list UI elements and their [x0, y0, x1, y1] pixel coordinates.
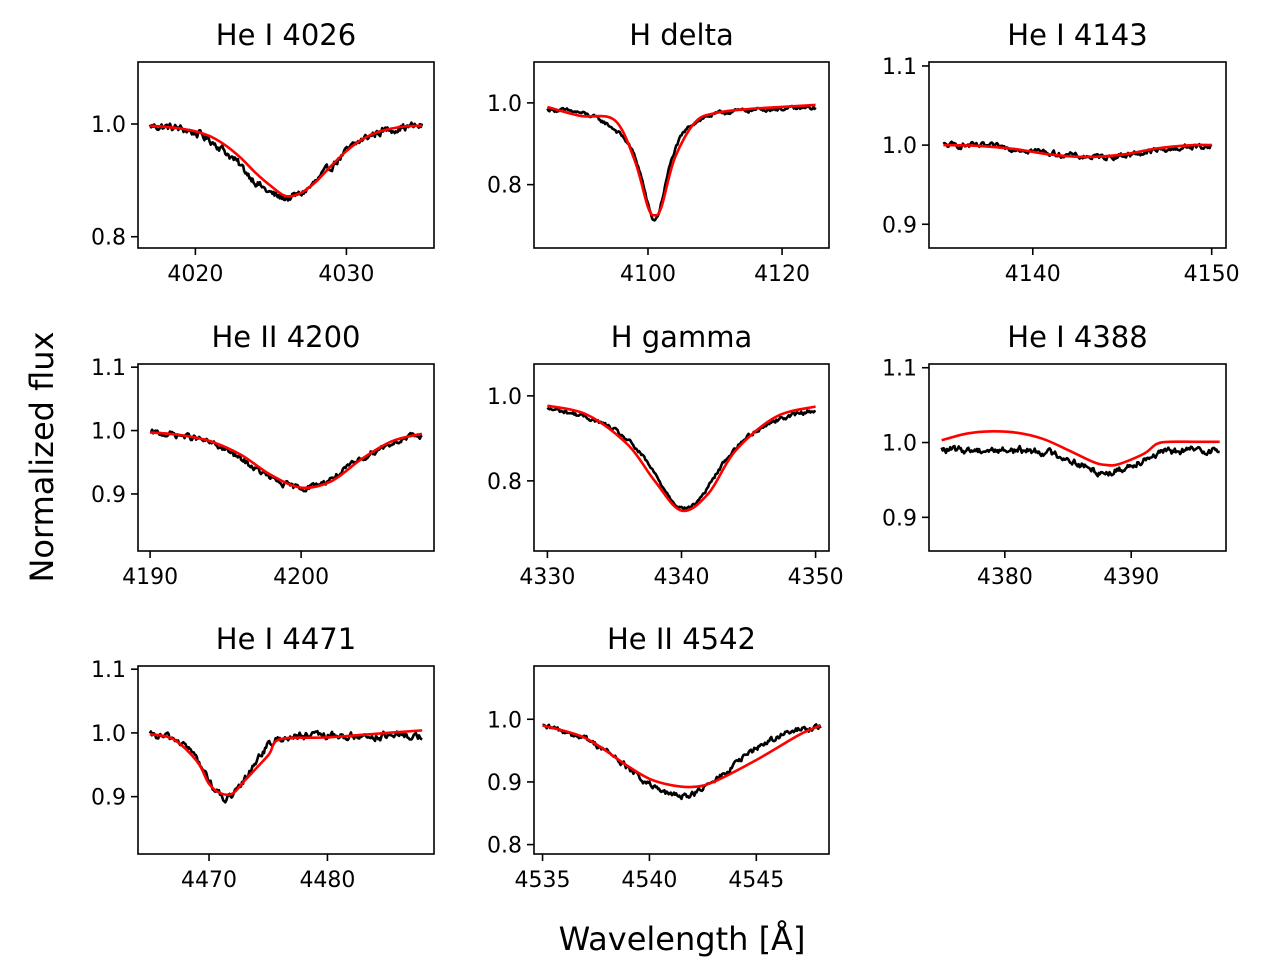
plot-area: [546, 404, 817, 513]
x-tick-label: 4030: [318, 262, 374, 287]
observed-spectrum-line: [546, 406, 817, 511]
x-tick-label: 4535: [515, 868, 571, 893]
y-tick-label: 0.8: [487, 834, 522, 859]
x-tick-label: 4120: [754, 262, 810, 287]
panel-5: H gamma 4330 4340 4350 0.8 1.0: [487, 320, 844, 590]
x-tick-label: 4190: [122, 565, 178, 590]
panels: He I 4026 4020 4030 0.8 1.0 H delta 4100 4120 0.…: [91, 18, 1240, 893]
axes-frame: [533, 363, 830, 552]
panel-title: He I 4471: [216, 622, 356, 656]
model-fit-line: [149, 124, 422, 198]
plot-area: [148, 729, 423, 804]
panel-3: He I 4143 4140 4150 0.9 1.0 1.1: [882, 18, 1240, 287]
y-tick-label: 1.1: [882, 55, 917, 80]
model-fit-line: [941, 429, 1220, 467]
plot-area: [940, 429, 1220, 478]
panel-title: He II 4200: [212, 320, 361, 354]
model-fit-line: [547, 103, 816, 217]
panel-2: H delta 4100 4120 0.8 1.0: [487, 18, 830, 287]
y-tick-label: 1.0: [882, 432, 917, 457]
observed-spectrum-line: [940, 444, 1220, 478]
x-tick-label: 4200: [273, 565, 329, 590]
y-tick-label: 0.9: [882, 506, 917, 531]
y-tick-label: 0.9: [882, 213, 917, 238]
axes-frame: [928, 61, 1227, 249]
x-tick-label: 4540: [621, 868, 677, 893]
panel-title: He I 4026: [216, 18, 356, 52]
y-tick-label: 1.0: [487, 92, 522, 117]
y-tick-label: 1.1: [882, 357, 917, 382]
axes-frame: [137, 665, 435, 855]
axes-frame: [533, 61, 830, 249]
observed-spectrum-line: [546, 104, 817, 222]
observed-spectrum-line: [148, 121, 424, 202]
plot-area: [149, 428, 423, 493]
y-tick-label: 1.0: [882, 134, 917, 159]
axes-frame: [928, 363, 1227, 552]
y-tick-label: 0.8: [487, 174, 522, 199]
y-tick-label: 0.9: [91, 483, 126, 508]
y-tick-label: 0.8: [487, 470, 522, 495]
model-fit-line: [547, 404, 816, 513]
y-tick-label: 1.0: [487, 385, 522, 410]
panel-title: H gamma: [611, 320, 752, 354]
x-tick-label: 4140: [1005, 262, 1061, 287]
panel-title: He I 4388: [1007, 320, 1147, 354]
x-tick-label: 4350: [788, 565, 844, 590]
model-fit-line: [149, 431, 423, 490]
x-tick-label: 4380: [977, 565, 1033, 590]
model-fit-line: [149, 729, 423, 797]
y-tick-label: 0.9: [91, 786, 126, 811]
y-tick-label: 1.0: [91, 113, 126, 138]
x-tick-label: 4150: [1184, 262, 1240, 287]
y-tick-label: 1.1: [91, 356, 126, 381]
x-tick-label: 4340: [654, 565, 710, 590]
observed-spectrum-line: [148, 729, 423, 804]
y-tick-label: 1.1: [91, 658, 126, 683]
plot-area: [546, 103, 817, 222]
panel-4: He II 4200 4190 4200 0.9 1.0 1.1: [91, 320, 435, 590]
y-tick-label: 0.9: [487, 771, 522, 796]
x-tick-label: 4020: [167, 262, 223, 287]
model-fit-line: [542, 724, 821, 789]
plot-area: [148, 121, 424, 202]
y-tick-label: 1.0: [487, 708, 522, 733]
x-tick-label: 4100: [620, 262, 676, 287]
y-tick-label: 1.0: [91, 722, 126, 747]
y-tick-label: 1.0: [91, 420, 126, 445]
x-tick-label: 4390: [1103, 565, 1159, 590]
panel-7: He I 4471 4470 4480 0.9 1.0 1.1: [91, 622, 435, 893]
x-tick-label: 4470: [181, 868, 237, 893]
panel-title: H delta: [629, 18, 733, 52]
panel-title: He I 4143: [1007, 18, 1147, 52]
panel-6: He I 4388 4380 4390 0.9 1.0 1.1: [882, 320, 1227, 590]
panel-8: He II 4542 4535 4540 4545 0.8 0.9 1.0: [487, 622, 830, 893]
panel-title: He II 4542: [607, 622, 756, 656]
axes-frame: [137, 363, 435, 552]
x-axis-label: Wavelength [Å]: [559, 920, 806, 958]
y-tick-label: 0.8: [91, 226, 126, 251]
x-tick-label: 4545: [728, 868, 784, 893]
panel-1: He I 4026 4020 4030 0.8 1.0: [91, 18, 435, 287]
y-axis-label: Normalized flux: [23, 331, 61, 582]
axes-frame: [137, 61, 435, 249]
x-tick-label: 4480: [299, 868, 355, 893]
x-tick-label: 4330: [519, 565, 575, 590]
model-fit-line: [943, 143, 1212, 159]
plot-area: [942, 140, 1213, 162]
axes-frame: [533, 665, 830, 855]
plot-area: [542, 723, 822, 801]
